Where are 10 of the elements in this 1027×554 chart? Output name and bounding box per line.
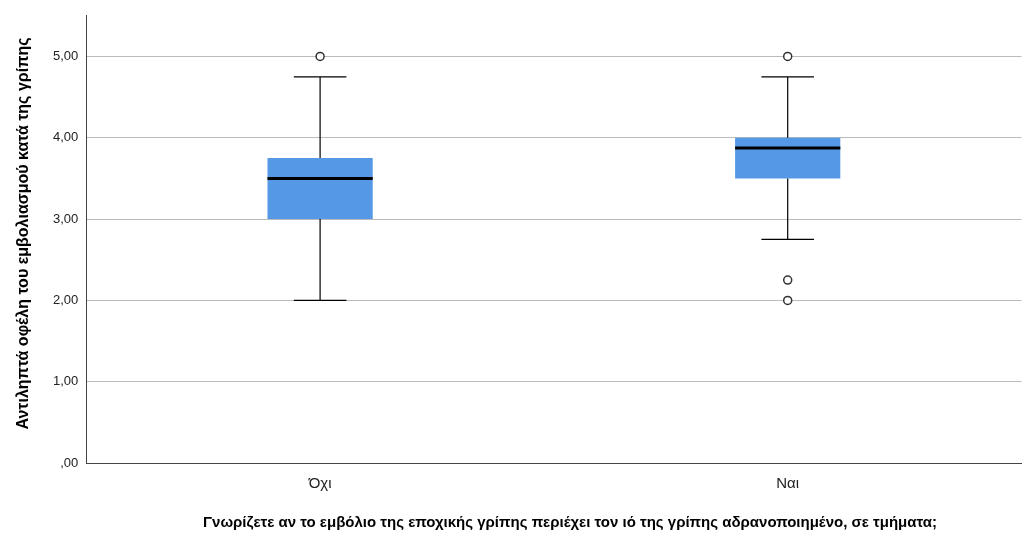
x-tick-label: Όχι: [307, 474, 332, 492]
y-tick-label: 1,00: [52, 373, 79, 389]
x-tick-label: Ναι: [776, 474, 800, 492]
y-axis-title: Αντιληπτά οφέλη του εμβολιασμού κατά της γρίπης: [13, 36, 31, 432]
y-tick-label: ,00: [60, 454, 79, 470]
y-tick-label: 3,00: [52, 210, 79, 226]
y-tick-label: 5,00: [52, 48, 79, 64]
y-tick-label: 4,00: [52, 129, 79, 145]
y-tick-label: 2,00: [52, 291, 79, 307]
x-axis-title: Γνωρίζετε αν το εμβόλιο της εποχικής γρίπης περιέχει τον ιό της γρίπης αδρανοποιημένο, σε τμήματα;: [202, 513, 938, 530]
